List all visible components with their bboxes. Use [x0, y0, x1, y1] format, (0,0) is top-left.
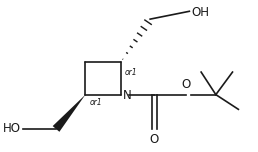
- Text: or1: or1: [89, 98, 102, 107]
- Text: or1: or1: [125, 68, 137, 77]
- Polygon shape: [53, 95, 85, 132]
- Text: OH: OH: [191, 6, 209, 19]
- Text: O: O: [149, 133, 159, 146]
- Text: O: O: [182, 78, 191, 91]
- Text: HO: HO: [3, 123, 21, 135]
- Text: N: N: [123, 89, 131, 102]
